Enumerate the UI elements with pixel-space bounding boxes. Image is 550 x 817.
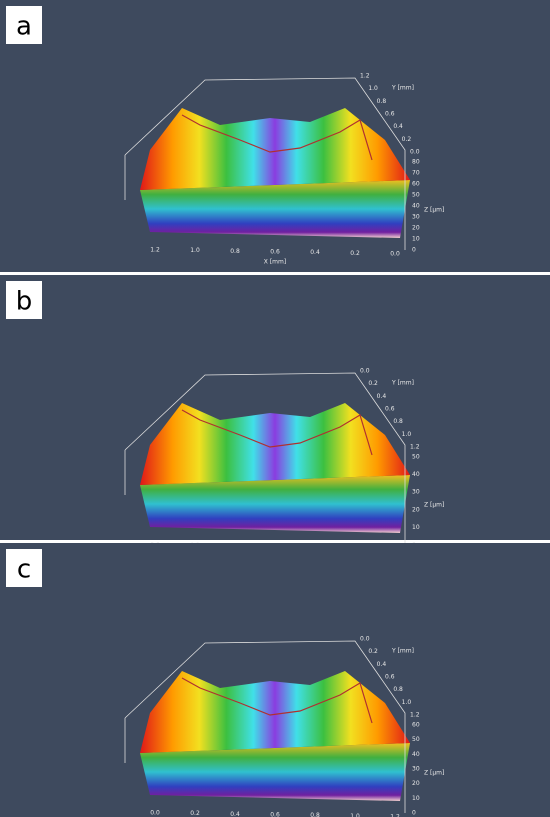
- surface: [140, 671, 410, 753]
- z-tick-label: 20: [412, 506, 420, 513]
- z-tick-label: 60: [412, 181, 420, 188]
- z-tick-label: 40: [412, 203, 420, 210]
- x-tick-label: 0.4: [230, 811, 240, 817]
- y-tick-label: 1.0: [402, 431, 412, 438]
- z-tick-label: 10: [412, 236, 420, 243]
- bounding-box: [124, 640, 406, 813]
- x-tick-label: 1.0: [190, 247, 200, 254]
- label-box: [6, 6, 42, 44]
- z-tick-label: 70: [412, 170, 420, 177]
- y-tick-label: 1.0: [368, 85, 378, 92]
- y-tick-label: 0.0: [410, 149, 420, 156]
- z-axis-title: Z [µm]: [424, 502, 444, 509]
- panel: c0.00.20.40.60.81.01.2X [mm]010203040506…: [0, 543, 550, 817]
- x-axis-title: X [mm]: [264, 259, 286, 266]
- z-tick-label: 10: [412, 795, 420, 802]
- y-tick-label: 0.6: [385, 111, 395, 118]
- y-tick-label: 0.4: [377, 393, 387, 400]
- panel-label: c: [17, 555, 31, 585]
- y-tick-label: 0.2: [368, 648, 378, 655]
- y-tick-label: 0.8: [377, 98, 387, 105]
- z-tick-label: 0: [412, 247, 416, 254]
- x-tick-label: 0.4: [310, 249, 320, 256]
- y-tick-label: 0.8: [393, 686, 403, 693]
- y-tick-label: 0.8: [393, 418, 403, 425]
- y-tick-label: 0.4: [393, 123, 403, 130]
- y-axis-title: Y [mm]: [391, 648, 414, 655]
- z-tick-label: 30: [412, 766, 420, 773]
- profile-line: [181, 114, 373, 161]
- z-tick-label: 30: [412, 489, 420, 496]
- label-box: [6, 281, 42, 319]
- bounding-box: [124, 77, 406, 250]
- x-tick-label: 0.0: [150, 810, 160, 817]
- x-tick-label: 0.8: [230, 248, 240, 255]
- surface: [140, 403, 410, 485]
- y-tick-label: 1.2: [410, 444, 420, 451]
- z-tick-label: 50: [412, 192, 420, 199]
- y-tick-label: 1.0: [402, 699, 412, 706]
- panel-label: a: [16, 12, 32, 42]
- y-tick-label: 0.6: [385, 406, 395, 413]
- z-tick-label: 40: [412, 471, 420, 478]
- y-tick-label: 0.4: [377, 661, 387, 668]
- surface-front: [140, 475, 410, 533]
- z-tick-label: 50: [412, 736, 420, 743]
- y-tick-label: 0.2: [368, 380, 378, 387]
- y-tick-label: 1.2: [410, 712, 420, 719]
- x-tick-label: 1.2: [390, 814, 400, 817]
- surface-front: [140, 180, 410, 238]
- z-tick-label: 40: [412, 751, 420, 758]
- y-axis-title: Y [mm]: [391, 85, 414, 92]
- y-tick-label: 1.2: [360, 73, 370, 80]
- x-tick-label: 0.6: [270, 249, 280, 256]
- z-tick-label: 20: [412, 225, 420, 232]
- x-tick-label: 0.2: [190, 810, 200, 817]
- z-tick-label: 30: [412, 214, 420, 221]
- z-tick-label: 60: [412, 722, 420, 729]
- x-tick-label: 0.8: [310, 812, 320, 817]
- x-tick-label: 1.0: [350, 813, 360, 817]
- z-tick-label: 80: [412, 159, 420, 166]
- z-tick-label: 50: [412, 454, 420, 461]
- y-tick-label: 0.2: [402, 136, 412, 143]
- panel-label: b: [16, 287, 33, 317]
- z-tick-label: 0: [412, 810, 416, 817]
- z-axis-title: Z [µm]: [424, 207, 444, 214]
- y-axis-title: Y [mm]: [391, 380, 414, 387]
- panel: a 1.2 1.0 0.8 0.6 0.4 0.2 0.0 X [mm] 0 10 20 30 40 50 6…: [0, 0, 550, 272]
- x-tick-label: 1.2: [150, 247, 160, 254]
- z-axis-title: Z [µm]: [424, 770, 444, 777]
- z-tick-label: 10: [412, 524, 420, 531]
- profile-line: [181, 677, 373, 724]
- y-tick-label: 0.0: [360, 636, 370, 643]
- y-tick-label: 0.0: [360, 368, 370, 375]
- z-tick-label: 20: [412, 780, 420, 787]
- y-tick-label: 0.6: [385, 674, 395, 681]
- panel: b0.00.20.40.60.81.01.2X [mm]01020304050Z…: [0, 275, 550, 561]
- x-tick-label: 0.6: [270, 812, 280, 817]
- x-tick-label: 0.2: [350, 250, 360, 257]
- x-tick-label: 0.0: [390, 251, 400, 258]
- label-box: [6, 549, 42, 587]
- surface: [140, 108, 410, 190]
- profile-line: [181, 409, 373, 456]
- surface-front: [140, 743, 410, 801]
- bounding-box: [124, 372, 406, 545]
